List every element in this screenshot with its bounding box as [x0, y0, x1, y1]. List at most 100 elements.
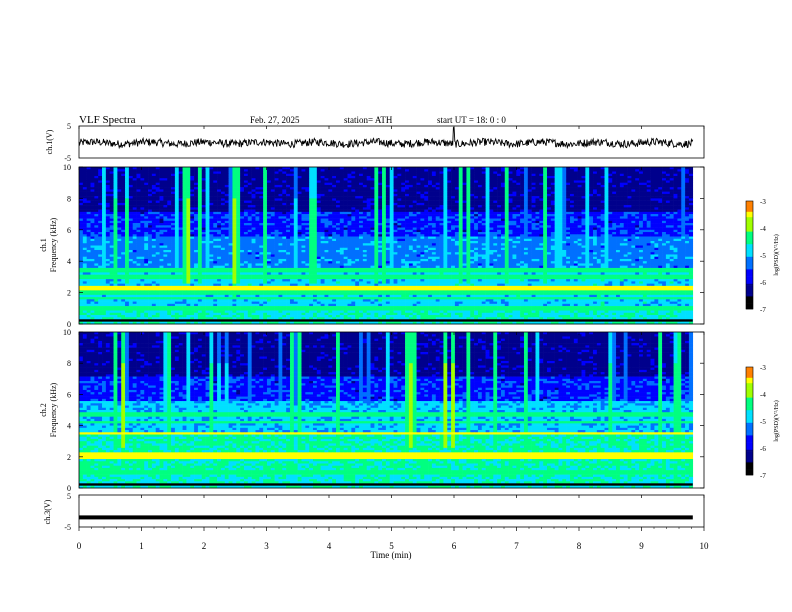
spectrogram-cell: [635, 212, 639, 215]
spectrogram-cell: [152, 201, 156, 204]
spectrogram-cell: [482, 174, 486, 177]
spectrogram-cell: [336, 194, 340, 197]
spectrogram-cell: [401, 212, 405, 215]
spectrogram-cell: [551, 230, 555, 233]
spectrogram-cell: [263, 225, 267, 228]
spectrogram-cell: [267, 198, 271, 201]
spectrogram-cell: [658, 169, 662, 172]
spectrogram-cell: [674, 207, 678, 210]
spectrogram-cell: [194, 174, 198, 177]
spectrogram-cell: [397, 228, 401, 231]
spectrogram-cell: [175, 189, 179, 192]
spectrogram-cell: [248, 183, 252, 186]
spectrogram-cell: [420, 169, 424, 172]
spectrogram-cell: [547, 228, 551, 231]
spectrogram-cell: [601, 201, 605, 204]
spectrogram-cell: [190, 171, 194, 174]
spectrogram-cell: [689, 205, 693, 208]
spectrogram-cell: [543, 174, 547, 177]
spectrogram-cell: [163, 210, 167, 213]
spectrogram-cell: [651, 210, 655, 213]
spectrogram-cell: [547, 185, 551, 188]
spectrogram-cell: [336, 221, 340, 224]
spectrogram-cell: [325, 169, 329, 172]
spectrogram-cell: [424, 178, 428, 181]
spectrogram-cell: [301, 198, 305, 201]
spectrogram-cell: [524, 178, 528, 181]
spectrogram-cell: [298, 207, 302, 210]
spectrogram-cell: [137, 201, 141, 204]
spectrogram-cell: [443, 187, 447, 190]
spectrogram-cell: [83, 169, 87, 172]
spectrogram-cell: [624, 214, 628, 217]
spectrogram-cell: [574, 201, 578, 204]
spectrogram-cell: [520, 189, 524, 192]
spectrogram-cell: [570, 234, 574, 237]
spectrogram-cell: [106, 237, 110, 240]
spectrogram-cell: [486, 221, 490, 224]
spectrogram-cell: [593, 174, 597, 177]
spectrogram-cell: [417, 214, 421, 217]
spectrogram-cell: [677, 192, 681, 195]
spectrogram-cell: [474, 183, 478, 186]
spectrogram-cell: [351, 183, 355, 186]
spectrogram-cell: [620, 194, 624, 197]
spectrogram-cell: [516, 189, 520, 192]
spectrogram-cell: [382, 225, 386, 228]
spectrogram-cell: [428, 201, 432, 204]
spectrogram-cell: [497, 201, 501, 204]
spectrogram-cell: [520, 171, 524, 174]
spectrogram-cell: [102, 225, 106, 228]
spectrogram-cell: [524, 207, 528, 210]
spectrogram-cell: [213, 189, 217, 192]
spectrogram-cell: [509, 214, 513, 217]
spectrogram-cell: [658, 219, 662, 222]
spectrogram-cell: [386, 205, 390, 208]
spectrogram-cell: [466, 228, 470, 231]
spectrogram-cell: [156, 196, 160, 199]
spectrogram-cell: [87, 180, 91, 183]
spectrogram-cell: [175, 228, 179, 231]
spectrogram-cell: [321, 219, 325, 222]
spectrogram-cell: [505, 183, 509, 186]
spectrogram-cell: [83, 219, 87, 222]
spectrogram-cell: [493, 187, 497, 190]
spectrogram-cell: [647, 210, 651, 213]
spectrogram-cell: [608, 234, 612, 237]
spectrogram-cell: [374, 219, 378, 222]
spectrogram-cell: [144, 210, 148, 213]
spectrogram-cell: [194, 180, 198, 183]
spectrogram-cell: [129, 214, 133, 217]
spectrogram-cell: [194, 185, 198, 188]
spectrogram-cell: [543, 223, 547, 226]
spectrogram-cell: [371, 178, 375, 181]
spectrogram-cell: [420, 212, 424, 215]
spectrogram-cell: [413, 230, 417, 233]
spectrogram-cell: [497, 228, 501, 231]
spectrogram-cell: [232, 205, 236, 208]
spectrogram-cell: [528, 171, 532, 174]
spectrogram-cell: [371, 185, 375, 188]
spectrogram-cell: [651, 176, 655, 179]
spectrogram-cell: [612, 223, 616, 226]
spectrogram-cell: [294, 214, 298, 217]
spectrogram-cell: [102, 171, 106, 174]
spectrogram-cell: [547, 189, 551, 192]
spectrogram-cell: [179, 176, 183, 179]
spectrogram-cell: [240, 196, 244, 199]
spectrogram-cell: [509, 207, 513, 210]
spectrogram-cell: [532, 207, 536, 210]
spectrogram-cell: [674, 234, 678, 237]
spectrogram-cell: [597, 221, 601, 224]
spectrogram-cell: [278, 232, 282, 235]
spectrogram-cell: [578, 207, 582, 210]
spectrogram-cell: [186, 174, 190, 177]
spectrogram-cell: [278, 187, 282, 190]
spectrogram-cell: [524, 171, 528, 174]
spectrogram-cell: [367, 183, 371, 186]
spectrogram-cell: [466, 174, 470, 177]
spectrogram-cell: [133, 174, 137, 177]
spectrogram-cell: [616, 234, 620, 237]
spectrogram-cell: [482, 205, 486, 208]
spectrogram-cell: [225, 176, 229, 179]
